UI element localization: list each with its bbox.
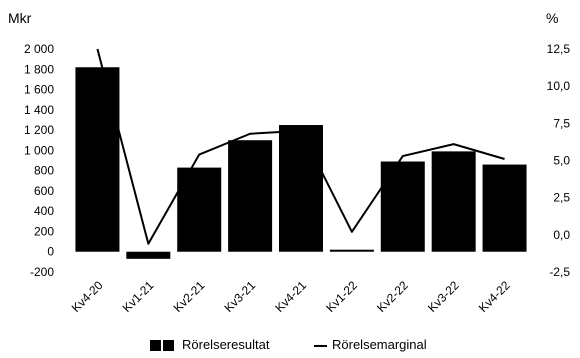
left-tick-label: 1 200 [24,123,54,137]
legend-label-bar: Rörelseresultat [182,337,270,352]
x-tick-label: Kv2-22 [374,278,411,315]
left-tick-label: 1 400 [24,103,54,117]
left-tick-label: 0 [47,245,54,259]
bar-Kv1-21 [126,251,171,259]
bar-Kv1-22 [329,249,374,252]
right-tick-label: 5,0 [553,154,570,168]
bars-group [75,67,527,259]
left-tick-label: 1 800 [24,62,54,76]
right-tick-label: 10,0 [547,79,571,93]
x-tick-label: Kv4-22 [476,278,513,315]
right-tick-label: 7,5 [553,116,570,130]
bar-Kv3-22 [431,151,476,252]
legend-swatch-line [314,345,327,347]
left-tick-label: 800 [34,164,54,178]
legend: Rörelseresultat Rörelsemarginal [0,336,580,356]
bar-Kv4-20 [75,67,120,252]
x-tick-label: Kv1-21 [120,278,157,315]
right-tick-label: 0,0 [553,228,570,242]
left-axis-label: Mkr [8,10,32,26]
left-tick-label: 2 000 [24,42,54,56]
legend-swatch-bar [150,340,161,351]
left-tick-label: 200 [34,224,54,238]
left-tick-label: -200 [30,265,54,279]
legend-label-line: Rörelsemarginal [332,337,427,352]
bar-Kv4-22 [482,164,527,252]
x-tick-label: Kv4-21 [272,278,309,315]
x-tick-label: Kv1-22 [323,278,360,315]
right-tick-label: 2,5 [553,191,570,205]
bar-Kv4-21 [279,125,323,252]
legend-swatch-bar [163,340,174,351]
left-tick-label: 1 600 [24,83,54,97]
line-group [96,48,505,245]
left-tick-label: 600 [34,184,54,198]
x-tick-label: Kv4-20 [69,278,106,315]
right-tick-label: 12,5 [547,42,571,56]
x-tick-label: Kv3-22 [425,278,462,315]
bar-Kv3-21 [228,140,273,252]
right-axis-label: % [546,10,559,26]
right-axis-ticks: -2,5 0,0 2,5 5,0 7,5 10,0 12,5 [547,42,571,279]
x-tick-label: Kv2-21 [171,278,208,315]
bar-Kv2-22 [380,161,425,252]
left-axis-ticks: -200 0 200 400 600 800 1 000 1 200 1 400 1 600 1 8… [24,42,54,279]
left-tick-label: 1 000 [24,143,54,157]
right-tick-label: -2,5 [549,265,570,279]
left-tick-label: 400 [34,204,54,218]
x-axis-labels: Kv4-20 Kv1-21 Kv2-21 Kv3-21 Kv4-21 Kv1-22 Kv2-… [69,278,513,315]
x-tick-label: Kv3-21 [221,278,258,315]
